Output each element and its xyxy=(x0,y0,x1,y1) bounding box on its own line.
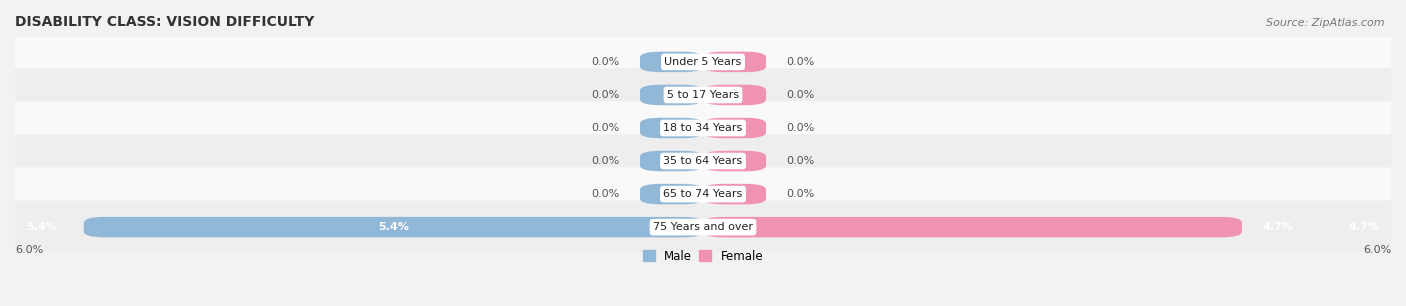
Text: 6.0%: 6.0% xyxy=(15,244,44,255)
Text: 4.7%: 4.7% xyxy=(1263,222,1294,232)
Text: 0.0%: 0.0% xyxy=(787,156,815,166)
FancyBboxPatch shape xyxy=(0,35,1406,88)
FancyBboxPatch shape xyxy=(0,167,1406,221)
Text: 0.0%: 0.0% xyxy=(591,90,619,100)
Text: 0.0%: 0.0% xyxy=(787,189,815,199)
FancyBboxPatch shape xyxy=(703,85,766,105)
Text: 0.0%: 0.0% xyxy=(787,123,815,133)
FancyBboxPatch shape xyxy=(703,151,766,171)
Legend: Male, Female: Male, Female xyxy=(638,245,768,267)
Text: Under 5 Years: Under 5 Years xyxy=(665,57,741,67)
FancyBboxPatch shape xyxy=(0,200,1406,254)
Text: 6.0%: 6.0% xyxy=(1362,244,1391,255)
Text: 35 to 64 Years: 35 to 64 Years xyxy=(664,156,742,166)
FancyBboxPatch shape xyxy=(640,85,703,105)
FancyBboxPatch shape xyxy=(84,217,703,237)
Text: Source: ZipAtlas.com: Source: ZipAtlas.com xyxy=(1267,18,1385,28)
FancyBboxPatch shape xyxy=(703,52,766,72)
FancyBboxPatch shape xyxy=(640,52,703,72)
Text: 65 to 74 Years: 65 to 74 Years xyxy=(664,189,742,199)
Text: 0.0%: 0.0% xyxy=(787,57,815,67)
FancyBboxPatch shape xyxy=(0,134,1406,188)
FancyBboxPatch shape xyxy=(703,217,1241,237)
FancyBboxPatch shape xyxy=(0,68,1406,121)
Text: 0.0%: 0.0% xyxy=(591,57,619,67)
Text: 0.0%: 0.0% xyxy=(591,156,619,166)
Text: 0.0%: 0.0% xyxy=(591,189,619,199)
FancyBboxPatch shape xyxy=(0,101,1406,155)
FancyBboxPatch shape xyxy=(703,184,766,204)
Text: 0.0%: 0.0% xyxy=(787,90,815,100)
Text: 18 to 34 Years: 18 to 34 Years xyxy=(664,123,742,133)
Text: 75 Years and over: 75 Years and over xyxy=(652,222,754,232)
FancyBboxPatch shape xyxy=(640,151,703,171)
FancyBboxPatch shape xyxy=(640,184,703,204)
Text: DISABILITY CLASS: VISION DIFFICULTY: DISABILITY CLASS: VISION DIFFICULTY xyxy=(15,15,315,29)
Text: 5.4%: 5.4% xyxy=(378,222,409,232)
Text: 5.4%: 5.4% xyxy=(27,222,58,232)
FancyBboxPatch shape xyxy=(703,118,766,138)
Text: 4.7%: 4.7% xyxy=(1348,222,1379,232)
FancyBboxPatch shape xyxy=(640,118,703,138)
Text: 0.0%: 0.0% xyxy=(591,123,619,133)
Text: 5 to 17 Years: 5 to 17 Years xyxy=(666,90,740,100)
